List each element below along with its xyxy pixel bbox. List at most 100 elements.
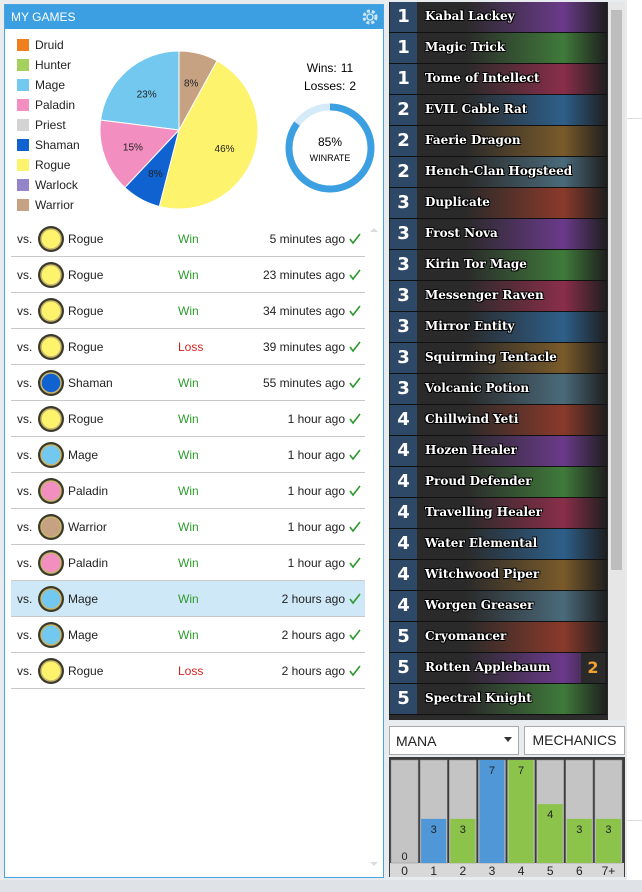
card-cost: 3 [390, 281, 417, 311]
card-cost: 1 [390, 2, 417, 32]
deck-panel: 1 Kabal Lackey 1 Magic Trick 1 Tome of Intell… [389, 2, 625, 720]
mechanics-label: MECHANICS [532, 732, 617, 748]
legend-label: Druid [35, 38, 64, 52]
game-row[interactable]: vs. Paladin Win 1 hour ago [11, 473, 365, 509]
card-cost: 3 [390, 374, 417, 404]
game-row[interactable]: vs. Mage Win 2 hours ago [11, 617, 365, 653]
game-row[interactable]: vs. Rogue Loss 2 hours ago [11, 653, 365, 689]
x-label: 3 [489, 864, 496, 877]
time: 2 hours ago [281, 664, 345, 678]
card-row[interactable]: 3 Volcanic Potion [389, 374, 607, 405]
time: 5 minutes ago [269, 232, 345, 246]
card-row[interactable]: 3 Frost Nova [389, 219, 607, 250]
time: 2 hours ago [281, 592, 345, 606]
card-row[interactable]: 4 Worgen Greaser [389, 591, 607, 622]
opponent-class: Rogue [68, 232, 104, 246]
bar [421, 818, 447, 863]
check [349, 485, 361, 497]
icon-face [40, 372, 62, 394]
result: Win [178, 232, 199, 246]
game-row[interactable]: vs. Rogue Win 23 minutes ago [11, 257, 365, 293]
opponent-class: Rogue [68, 340, 104, 354]
vs-label: vs. [17, 340, 33, 354]
card-cost: 1 [390, 64, 417, 94]
card-row[interactable]: 4 Chillwind Yeti [389, 405, 607, 436]
bar [595, 818, 621, 863]
card-row[interactable]: 2 Faerie Dragon [389, 126, 607, 157]
check-icon [349, 593, 361, 605]
card-row[interactable]: 5 Spectral Knight [389, 684, 607, 715]
card-row[interactable]: 4 Hozen Healer [389, 436, 607, 467]
class-icon [38, 406, 64, 432]
slice-label: 8% [148, 169, 163, 180]
icon-face [40, 588, 62, 610]
card-cost: 5 [390, 653, 417, 683]
game-row[interactable]: vs. Warrior Win 1 hour ago [11, 509, 365, 545]
card-row[interactable]: 1 Magic Trick [389, 33, 607, 64]
mechanics-button[interactable]: MECHANICS [524, 726, 625, 755]
card-row[interactable]: 4 Water Elemental [389, 529, 607, 560]
vs-label: vs. [17, 448, 33, 462]
game-row[interactable]: vs. Mage Win 2 hours ago [11, 581, 365, 617]
card-count: 2 [581, 653, 605, 683]
legend-label: Hunter [35, 58, 71, 72]
list-scrollbar[interactable] [367, 223, 381, 873]
card-name: Frost Nova [425, 226, 498, 240]
class-icon [38, 262, 64, 288]
x-label: 7+ [602, 864, 616, 877]
card-row[interactable]: 2 Hench-Clan Hogsteed [389, 157, 607, 188]
legend-swatch [17, 139, 29, 151]
result: Win [178, 592, 199, 606]
check [349, 413, 361, 425]
card-row[interactable]: 1 Tome of Intellect [389, 64, 607, 95]
sort-dropdown[interactable]: MANA [389, 726, 519, 755]
bar [508, 760, 534, 863]
pie-slice [158, 60, 259, 210]
mana-curve: 00 3 1 3 2 7 3 7 4 4 5 3 6 3 7+ [389, 757, 625, 877]
class-icon [38, 298, 64, 324]
vs-label: vs. [17, 232, 33, 246]
card-row[interactable]: 4 Travelling Healer [389, 498, 607, 529]
icon-face [40, 228, 62, 250]
card-cost: 3 [390, 312, 417, 342]
game-row[interactable]: vs. Paladin Win 1 hour ago [11, 545, 365, 581]
card-row[interactable]: 3 Squirming Tentacle [389, 343, 607, 374]
game-row[interactable]: vs. Rogue Win 5 minutes ago [11, 221, 365, 257]
settings-icon[interactable] [361, 8, 379, 26]
card-row[interactable]: 3 Messenger Raven [389, 281, 607, 312]
card-name: Messenger Raven [425, 288, 544, 302]
card-row[interactable]: 3 Duplicate [389, 188, 607, 219]
card-row[interactable]: 5 Rotten Applebaum 2 [389, 653, 607, 684]
opponent-class: Paladin [68, 484, 109, 498]
class-icon [38, 658, 64, 684]
pie-slice [100, 50, 180, 131]
x-label: 0 [401, 864, 408, 877]
legend-swatch [17, 179, 29, 191]
game-row[interactable]: vs. Mage Win 1 hour ago [11, 437, 365, 473]
icon-face [40, 480, 62, 502]
result: Win [178, 448, 199, 462]
game-row[interactable]: vs. Rogue Win 34 minutes ago [11, 293, 365, 329]
game-row[interactable]: vs. Rogue Win 1 hour ago [11, 401, 365, 437]
game-row[interactable]: vs. Shaman Win 55 minutes ago [11, 365, 365, 401]
result: Loss [178, 664, 204, 678]
card-row[interactable]: 4 Witchwood Piper [389, 560, 607, 591]
time: 23 minutes ago [262, 268, 345, 282]
game-row[interactable]: vs. Rogue Loss 39 minutes ago [11, 329, 365, 365]
card-row[interactable]: 2 EVIL Cable Rat [389, 95, 607, 126]
bar [450, 818, 476, 863]
card-name: Travelling Healer [425, 505, 542, 519]
card-row[interactable]: 4 Proud Defender [389, 467, 607, 498]
card-row[interactable]: 3 Mirror Entity [389, 312, 607, 343]
card-row[interactable]: 5 Cryomancer [389, 622, 607, 653]
card-row[interactable]: 1 Kabal Lackey [389, 2, 607, 33]
scroll-thumb[interactable] [611, 10, 622, 570]
check [349, 629, 361, 641]
vs-label: vs. [17, 484, 33, 498]
card-row[interactable]: 3 Kirin Tor Mage [389, 250, 607, 281]
wins-text: Wins: [307, 61, 337, 75]
check-icon [349, 629, 361, 641]
deck-scrollbar[interactable] [608, 2, 625, 720]
slice-label: 23% [137, 89, 157, 100]
games-panel: MY GAMES Druid Hunter Mage Paladin Priest Sha… [4, 4, 384, 878]
